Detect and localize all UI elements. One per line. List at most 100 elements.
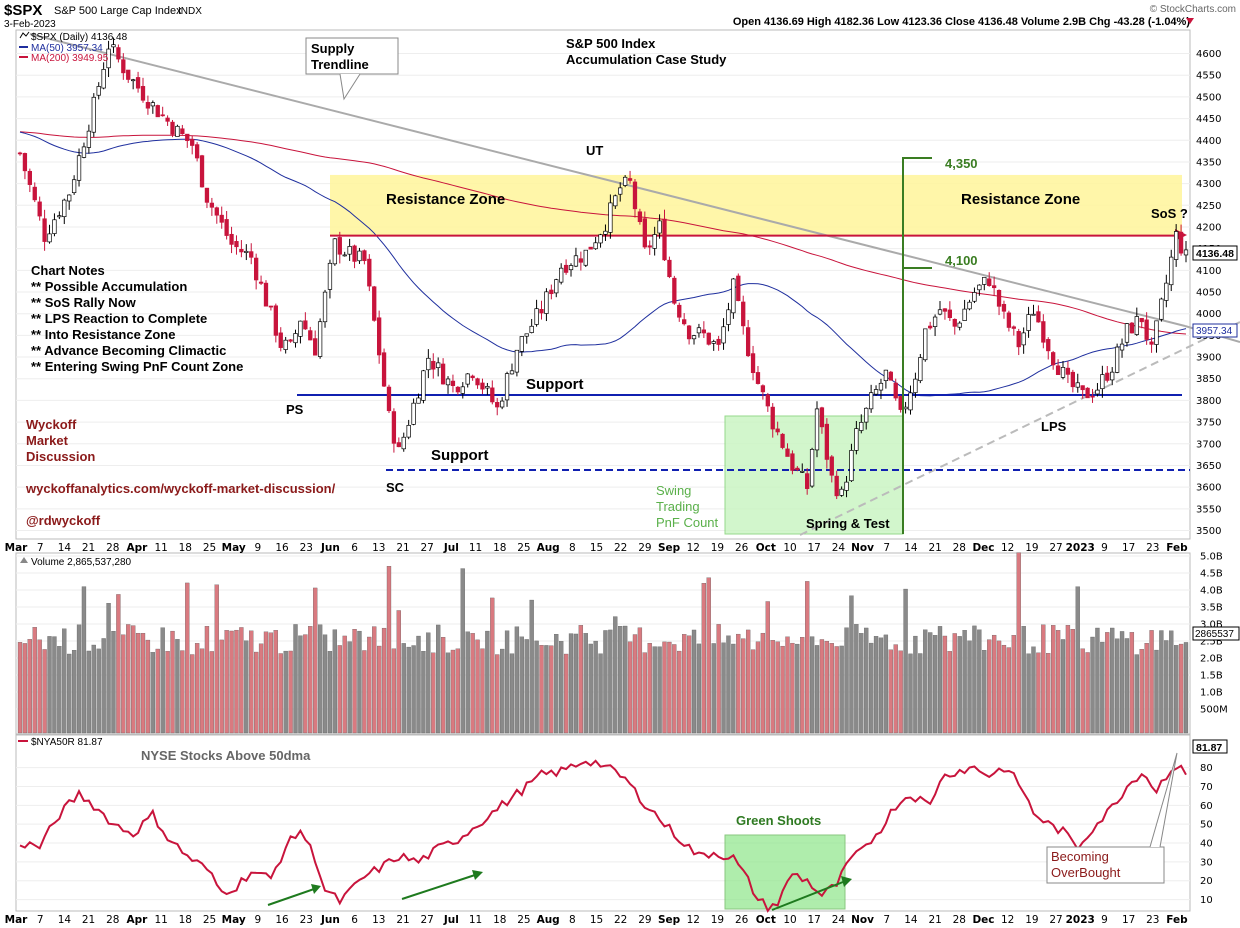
volume-bar: [32, 627, 37, 734]
volume-bar: [327, 651, 333, 734]
candle-body: [367, 258, 372, 287]
candle-body: [81, 146, 87, 158]
candle-body: [337, 237, 342, 255]
candle-body: [391, 411, 397, 444]
candle-body: [1065, 367, 1071, 375]
x-tick-label: 25: [203, 914, 216, 926]
volume-tick-label: 3.0B: [1200, 620, 1223, 631]
candle-body: [322, 291, 328, 323]
volume-bar: [613, 616, 618, 734]
candle-body: [155, 105, 160, 118]
candle-body: [809, 449, 815, 487]
candle-body: [106, 48, 111, 69]
breadth-gridlines: [16, 767, 1190, 901]
candle-body: [1110, 371, 1115, 381]
candle-body: [652, 234, 657, 249]
overbought-callout-box: [1046, 846, 1165, 884]
volume-bar: [696, 643, 702, 734]
chart-note-6: ** Entering Swing PnF Count Zone: [31, 359, 243, 374]
candle-body: [475, 378, 480, 386]
candle-body: [721, 326, 726, 344]
x-tick-label: Mar: [5, 914, 29, 926]
volume-bar: [194, 643, 200, 734]
sc-label: SC: [386, 480, 405, 495]
candle-body: [844, 481, 849, 491]
candle-body: [214, 207, 219, 216]
candle-body: [381, 352, 387, 387]
price-tick-label: 4250: [1196, 201, 1221, 212]
candle-body: [170, 121, 175, 135]
candle-body: [190, 138, 195, 146]
candle-body: [91, 96, 96, 133]
volume-bar: [465, 631, 470, 734]
candle-body: [303, 320, 308, 330]
x-tick-label: Aug: [537, 914, 560, 926]
volume-bar: [701, 583, 707, 734]
candle-body: [647, 245, 652, 248]
volume-bar: [706, 577, 711, 734]
volume-bar: [62, 628, 67, 734]
chart-note-3: ** LPS Reaction to Complete: [31, 311, 207, 326]
volume-bar: [686, 635, 692, 734]
volume-bar: [313, 587, 318, 734]
candle-body: [696, 327, 702, 334]
volume-bar: [480, 648, 485, 734]
candle-body: [962, 308, 967, 321]
volume-bar: [421, 651, 426, 734]
candle-body: [883, 369, 889, 382]
candle-body: [71, 179, 77, 194]
volume-bar: [268, 632, 274, 734]
candle-body: [588, 246, 593, 250]
x-tick-label: 13: [372, 542, 385, 554]
volume-bar: [504, 630, 510, 734]
volume-bar: [937, 626, 943, 734]
x-tick-label: Apr: [127, 542, 149, 554]
candle-body: [923, 328, 928, 361]
volume-bar: [711, 643, 716, 734]
x-tick-label: 14: [904, 914, 918, 926]
volume-bar: [1001, 644, 1007, 734]
trendline-label: Trendline: [311, 57, 369, 72]
candle-body: [1119, 343, 1125, 351]
volume-bar: [647, 642, 652, 734]
candle-body: [741, 301, 746, 327]
volume-bar: [563, 653, 569, 734]
volume-bar: [332, 629, 338, 734]
x-tick-label: Oct: [756, 914, 776, 926]
volume-bar: [347, 641, 352, 734]
x-tick-label: Jun: [320, 542, 340, 554]
volume-bar: [849, 595, 854, 734]
candle-body: [450, 380, 456, 387]
x-tick-label: 6: [351, 914, 358, 926]
candle-body: [76, 155, 82, 181]
volume-bar: [308, 626, 313, 734]
volume-bar: [721, 642, 726, 734]
volume-bar: [982, 650, 987, 734]
x-tick-label: 28: [106, 542, 119, 554]
candle-body: [824, 423, 830, 460]
volume-bar: [362, 650, 367, 734]
candle-body: [942, 308, 948, 312]
candle-body: [996, 289, 1002, 307]
volume-bar: [1114, 638, 1120, 734]
price-tick-label: 4600: [1196, 49, 1221, 60]
candle-body: [175, 125, 180, 137]
volume-bar: [249, 630, 254, 734]
candle-body: [1134, 316, 1139, 335]
candle-body: [263, 282, 269, 307]
candle-body: [1031, 313, 1036, 316]
volume-bar: [298, 635, 303, 734]
candle-body: [327, 262, 333, 290]
twitter-handle: @rdwyckoff: [26, 513, 101, 528]
volume-bar: [549, 645, 554, 734]
volume-tick-label: 2.5B: [1200, 637, 1223, 648]
volume-bar: [657, 646, 662, 734]
candle-body: [1149, 341, 1154, 345]
price-legend: $SPX (Daily) 4136.48: [31, 32, 128, 43]
price-tick-label: 4100: [1196, 266, 1221, 277]
x-tick-label: 7: [37, 914, 44, 926]
volume-bar: [367, 636, 372, 734]
volume-bar: [86, 650, 92, 734]
pnf-count-4350-line: [902, 157, 932, 534]
x-tick-label: Aug: [537, 542, 560, 554]
